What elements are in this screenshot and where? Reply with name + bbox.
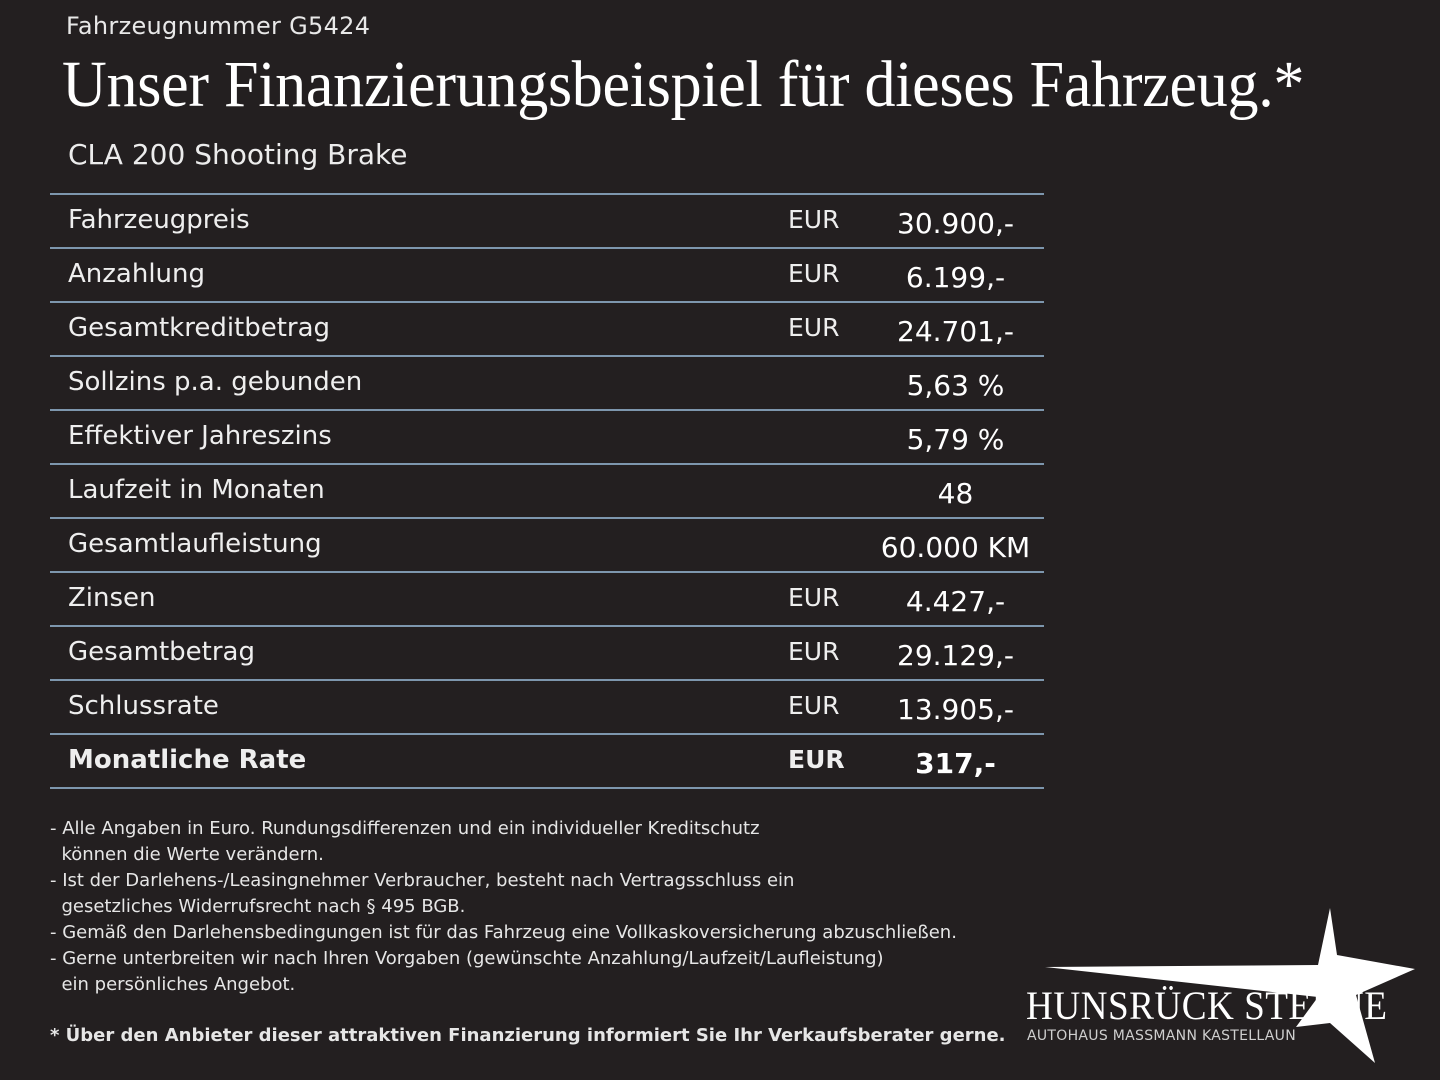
table-row: Gesamtkreditbetrag EUR 24.701,- <box>50 301 1044 355</box>
row-value: 24.701,- <box>897 315 1014 348</box>
row-currency: EUR <box>788 205 840 234</box>
row-currency: EUR <box>788 691 840 720</box>
table-row: Effektiver Jahreszins 5,79 % <box>50 409 1044 463</box>
row-currency: EUR <box>788 259 840 288</box>
row-value: 317,- <box>915 747 996 780</box>
star-icon <box>1045 908 1415 1063</box>
row-label: Monatliche Rate <box>68 745 307 775</box>
row-label: Gesamtlaufleistung <box>68 529 322 559</box>
table-row: Fahrzeugpreis EUR 30.900,- <box>50 193 1044 247</box>
table-row-monthly-rate: Monatliche Rate EUR 317,- <box>50 733 1044 789</box>
brand-name: HUNSRÜCK STERNE <box>1026 983 1388 1028</box>
vehicle-number: Fahrzeugnummer G5424 <box>66 12 371 40</box>
note-line: - Alle Angaben in Euro. Rundungsdifferen… <box>50 818 760 839</box>
row-value: 48 <box>937 477 974 510</box>
page-title: Unser Finanzierungsbeispiel für dieses F… <box>62 48 1305 121</box>
footnote: * Über den Anbieter dieser attraktiven F… <box>50 1025 1006 1046</box>
note-line: - Gerne unterbreiten wir nach Ihren Vorg… <box>50 948 884 969</box>
row-currency: EUR <box>788 637 840 666</box>
row-currency: EUR <box>788 745 845 774</box>
row-value: 5,79 % <box>906 423 1005 456</box>
row-value: 6.199,- <box>905 261 1006 294</box>
row-currency: EUR <box>788 313 840 342</box>
row-value: 30.900,- <box>897 207 1014 240</box>
row-label: Sollzins p.a. gebunden <box>68 367 363 397</box>
row-value: 5,63 % <box>906 369 1005 402</box>
row-currency: EUR <box>788 583 840 612</box>
row-label: Gesamtkreditbetrag <box>68 313 331 343</box>
table-row: Schlussrate EUR 13.905,- <box>50 679 1044 733</box>
row-label: Anzahlung <box>68 259 206 289</box>
note-line: - Ist der Darlehens-/Leasingnehmer Verbr… <box>50 870 795 891</box>
brand-subline: AUTOHAUS MASSMANN KASTELLAUN <box>1027 1028 1296 1044</box>
row-value: 13.905,- <box>897 693 1014 726</box>
table-row: Anzahlung EUR 6.199,- <box>50 247 1044 301</box>
note-line: - Gemäß den Darlehensbedingungen ist für… <box>50 922 957 943</box>
row-label: Gesamtbetrag <box>68 637 255 667</box>
table-row: Gesamtlaufleistung 60.000 KM <box>50 517 1044 571</box>
row-label: Fahrzeugpreis <box>68 205 250 235</box>
table-row: Sollzins p.a. gebunden 5,63 % <box>50 355 1044 409</box>
row-label: Zinsen <box>68 583 156 613</box>
table-row: Zinsen EUR 4.427,- <box>50 571 1044 625</box>
row-label: Laufzeit in Monaten <box>68 475 325 505</box>
note-line: können die Werte verändern. <box>50 844 324 865</box>
table-row: Laufzeit in Monaten 48 <box>50 463 1044 517</box>
row-value: 60.000 KM <box>880 531 1031 564</box>
financing-table: Fahrzeugpreis EUR 30.900,- Anzahlung EUR… <box>50 193 1044 789</box>
row-value: 4.427,- <box>905 585 1006 618</box>
note-line: gesetzliches Widerrufsrecht nach § 495 B… <box>50 896 466 917</box>
row-label: Schlussrate <box>68 691 219 721</box>
notes-list: - Alle Angaben in Euro. Rundungsdifferen… <box>50 816 957 998</box>
note-line: ein persönliches Angebot. <box>50 974 296 995</box>
table-row: Gesamtbetrag EUR 29.129,- <box>50 625 1044 679</box>
model-name: CLA 200 Shooting Brake <box>68 138 408 171</box>
row-value: 29.129,- <box>897 639 1014 672</box>
row-label: Effektiver Jahreszins <box>68 421 332 451</box>
